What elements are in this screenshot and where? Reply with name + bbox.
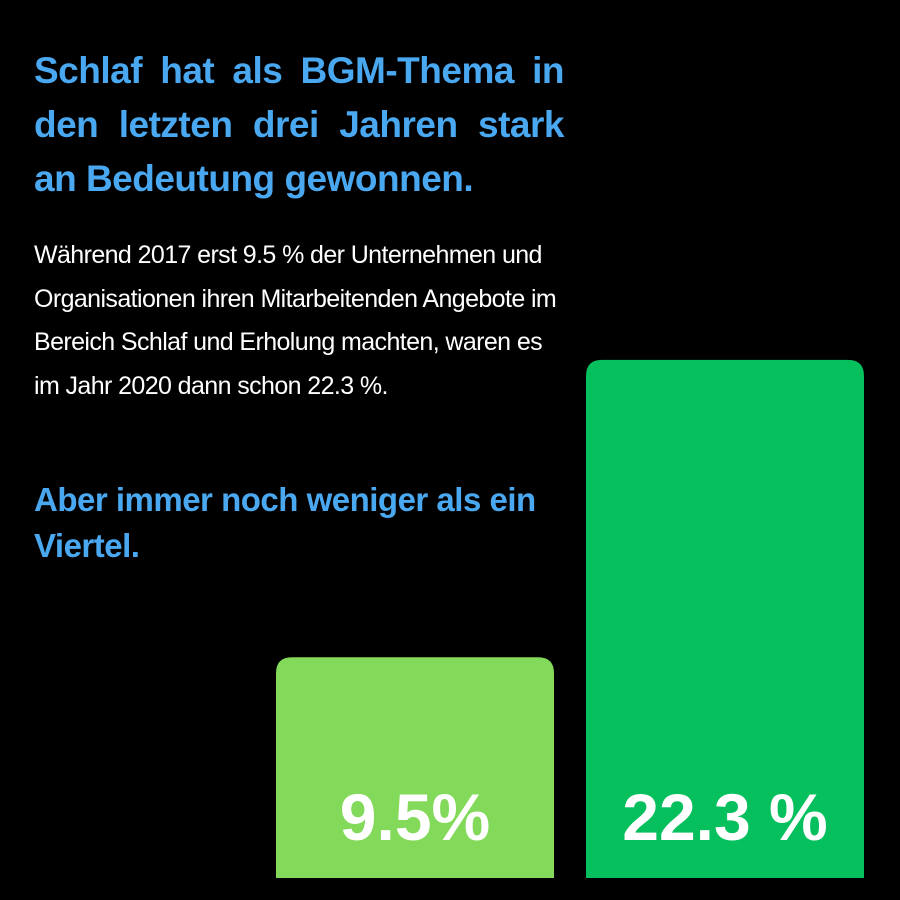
bar-label-2017: 9.5% [340,780,490,854]
body-text: Während 2017 erst 9.5 % der Unternehmen … [34,241,557,400]
bar-label-2020: 22.3 % [622,780,827,854]
headline: Schlaf hat als BGM-Thema in den letzten … [34,50,565,199]
bar-2017 [276,657,554,878]
bar-2020 [586,359,864,878]
emphasis-text: Aber immer noch weniger als ein Viertel. [34,481,536,564]
